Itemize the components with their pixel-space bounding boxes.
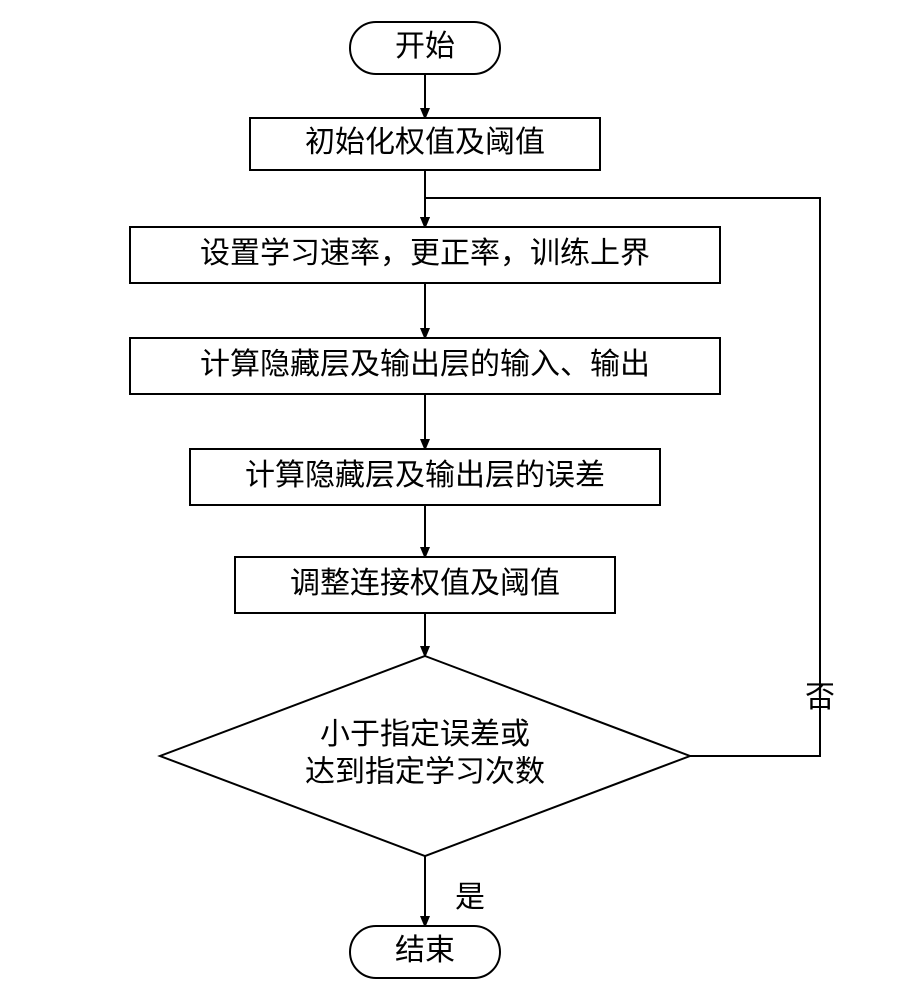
node-calcio: 计算隐藏层及输出层的输入、输出 (130, 338, 720, 394)
node-label-decision-line0: 小于指定误差或 (320, 718, 530, 751)
edge-label-decision-end: 是 (455, 881, 485, 914)
node-label-setlr: 设置学习速率，更正率，训练上界 (200, 237, 650, 270)
node-label-end: 结束 (395, 934, 455, 967)
node-label-decision-line1: 达到指定学习次数 (305, 756, 545, 789)
node-setlr: 设置学习速率，更正率，训练上界 (130, 227, 720, 283)
node-label-init: 初始化权值及阈值 (305, 126, 545, 159)
node-end: 结束 (350, 926, 500, 978)
node-label-calcerr: 计算隐藏层及输出层的误差 (245, 459, 605, 492)
edge-label-decision-setlr_loop: 否 (805, 681, 835, 714)
node-label-start: 开始 (395, 30, 455, 63)
node-start: 开始 (350, 22, 500, 74)
node-calcerr: 计算隐藏层及输出层的误差 (190, 449, 660, 505)
node-init: 初始化权值及阈值 (250, 118, 600, 170)
node-decision: 小于指定误差或达到指定学习次数 (160, 656, 690, 856)
node-adjust: 调整连接权值及阈值 (235, 557, 615, 613)
node-label-calcio: 计算隐藏层及输出层的输入、输出 (200, 348, 650, 381)
node-label-adjust: 调整连接权值及阈值 (290, 567, 560, 600)
